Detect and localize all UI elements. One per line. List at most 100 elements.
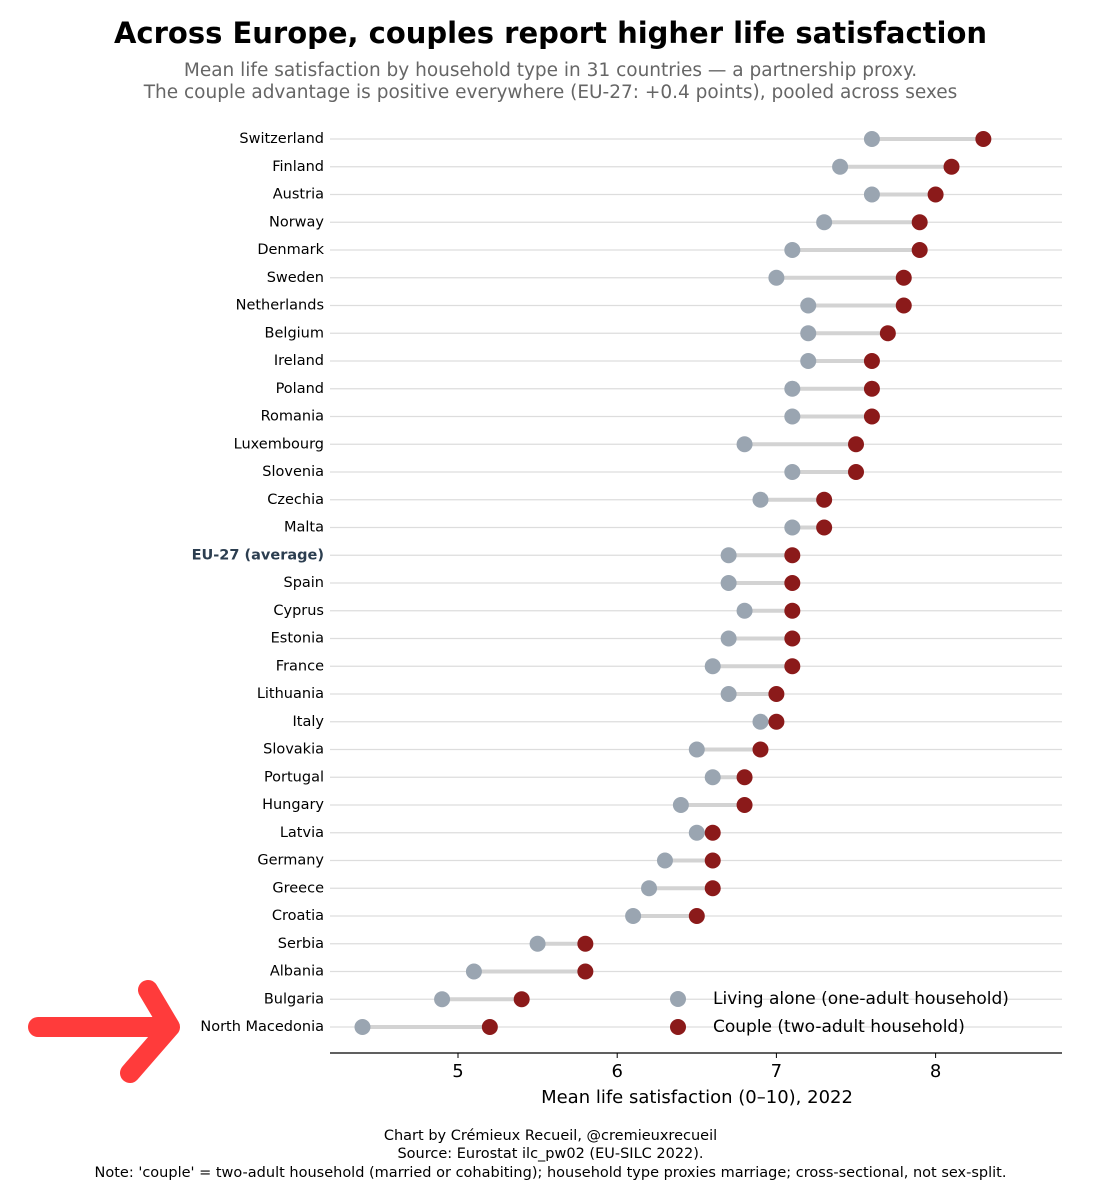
country-label-croatia: Croatia <box>272 908 324 924</box>
point-alone-estonia <box>720 630 737 647</box>
point-couple-belgium <box>879 325 896 342</box>
point-couple-germany <box>704 852 721 869</box>
chart-title: Across Europe, couples report higher lif… <box>113 16 988 50</box>
country-label-italy: Italy <box>293 714 325 730</box>
country-label-latvia: Latvia <box>280 825 324 841</box>
point-alone-belgium <box>800 325 817 342</box>
country-label-netherlands: Netherlands <box>236 298 324 314</box>
x-tick-label-7: 7 <box>771 1061 782 1082</box>
country-label-romania: Romania <box>261 409 324 425</box>
x-tick-label-8: 8 <box>930 1061 941 1082</box>
x-axis: 5 6 7 8 Mean life satisfaction (0–10), 2022 <box>330 1052 1062 1108</box>
point-couple-poland <box>863 380 880 397</box>
legend-marker-couple <box>670 1019 686 1035</box>
point-couple-romania <box>863 408 880 425</box>
chart-subtitle-line-2: The couple advantage is positive everywh… <box>143 82 958 103</box>
point-couple-ireland <box>863 353 880 369</box>
point-alone-slovenia <box>784 464 801 480</box>
point-alone-bulgaria <box>434 991 451 1008</box>
point-couple-slovenia <box>848 464 864 480</box>
point-couple-netherlands <box>895 297 912 314</box>
dumbbell-chart: Switzerland Finland Austria Norway Denmark Sw… <box>28 131 1062 1108</box>
point-couple-italy <box>768 713 785 730</box>
country-label-finland: Finland <box>272 159 324 175</box>
country-label-switzerland: Switzerland <box>239 131 324 147</box>
point-alone-switzerland <box>863 131 880 147</box>
country-label-cyprus: Cyprus <box>273 603 324 619</box>
point-alone-slovakia <box>688 741 705 758</box>
country-label-belgium: Belgium <box>265 325 324 341</box>
point-couple-bulgaria <box>513 991 530 1008</box>
right-arrow-icon <box>28 980 180 1083</box>
note-line: Note: 'couple' = two-adult household (ma… <box>94 1165 1007 1181</box>
point-alone-austria <box>863 186 880 203</box>
point-alone-lithuania <box>720 686 737 702</box>
point-couple-czechia <box>816 491 833 508</box>
point-alone-eu-27-average <box>720 547 737 564</box>
point-couple-hungary <box>736 797 753 813</box>
source-line: Source: Eurostat ilc_pw02 (EU-SILC 2022)… <box>397 1146 704 1162</box>
point-couple-france <box>784 658 801 675</box>
point-couple-norway <box>911 214 928 231</box>
point-alone-hungary <box>672 797 689 813</box>
legend: Living alone (one-adult household) Couple… <box>670 989 1009 1037</box>
country-label-sweden: Sweden <box>267 270 324 286</box>
point-couple-croatia <box>688 908 705 924</box>
country-label-hungary: Hungary <box>262 797 324 813</box>
point-alone-germany <box>656 852 673 869</box>
country-label-norway: Norway <box>269 214 324 230</box>
point-alone-croatia <box>625 908 642 924</box>
point-alone-north-macedonia <box>354 1019 371 1035</box>
point-alone-sweden <box>768 269 785 286</box>
point-couple-portugal <box>736 769 753 786</box>
legend-label-alone: Living alone (one-adult household) <box>713 989 1009 1009</box>
point-couple-malta <box>816 519 833 536</box>
country-label-greece: Greece <box>272 880 324 896</box>
country-label-lithuania: Lithuania <box>257 686 324 702</box>
point-couple-albania <box>577 963 594 980</box>
point-couple-sweden <box>895 269 912 286</box>
country-label-serbia: Serbia <box>278 936 324 952</box>
country-label-north-macedonia: North Macedonia <box>200 1019 324 1035</box>
country-label-spain: Spain <box>283 575 324 591</box>
x-axis-label: Mean life satisfaction (0–10), 2022 <box>541 1087 853 1108</box>
country-label-ireland: Ireland <box>274 353 324 369</box>
country-label-malta: Malta <box>284 520 324 536</box>
point-alone-norway <box>816 214 833 231</box>
country-label-slovakia: Slovakia <box>263 742 324 758</box>
point-alone-serbia <box>529 935 546 952</box>
point-alone-italy <box>752 713 769 730</box>
country-label-czechia: Czechia <box>267 492 324 508</box>
point-couple-spain <box>784 575 801 591</box>
x-tick-label-5: 5 <box>452 1061 463 1082</box>
point-alone-poland <box>784 380 801 397</box>
point-couple-latvia <box>704 824 721 841</box>
legend-label-couple: Couple (two-adult household) <box>713 1017 965 1037</box>
country-label-germany: Germany <box>257 853 324 869</box>
legend-marker-alone <box>670 991 686 1007</box>
point-alone-albania <box>465 963 482 980</box>
point-alone-romania <box>784 408 801 425</box>
country-label-slovenia: Slovenia <box>262 464 324 480</box>
point-alone-cyprus <box>736 602 753 619</box>
point-alone-france <box>704 658 721 675</box>
country-labels: Switzerland Finland Austria Norway Denmark Sw… <box>192 131 325 1035</box>
gridlines <box>330 138 1062 1028</box>
chart-subtitle-line-1: Mean life satisfaction by household type… <box>183 60 918 81</box>
point-alone-denmark <box>784 242 801 258</box>
point-alone-ireland <box>800 353 817 369</box>
point-alone-portugal <box>704 769 721 786</box>
point-couple-switzerland <box>975 131 992 147</box>
point-alone-malta <box>784 519 801 536</box>
point-couple-austria <box>927 186 944 203</box>
point-couple-denmark <box>911 242 928 258</box>
country-label-luxembourg: Luxembourg <box>234 436 324 452</box>
point-alone-greece <box>641 880 658 897</box>
annotation-arrow-path <box>28 980 180 1083</box>
point-couple-greece <box>704 880 721 897</box>
country-label-denmark: Denmark <box>257 242 324 258</box>
country-label-france: France <box>276 658 324 674</box>
point-couple-finland <box>943 158 960 175</box>
point-couple-north-macedonia <box>481 1019 498 1035</box>
point-couple-luxembourg <box>848 436 864 453</box>
